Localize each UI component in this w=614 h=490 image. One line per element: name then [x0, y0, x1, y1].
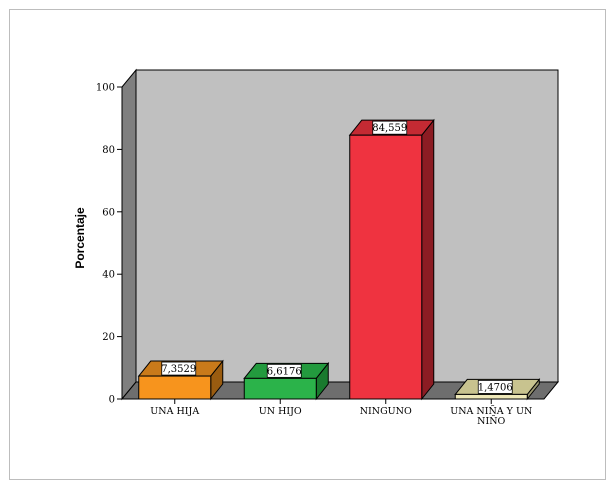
bar-group: 7,3529 — [137, 359, 224, 401]
x-tick-label-line: NINGUNO — [360, 406, 412, 417]
x-tick-label-line: UNA HIJA — [150, 406, 199, 417]
data-label: 84,559 — [372, 123, 407, 134]
bar — [138, 375, 212, 400]
x-axis: UNA HIJA UN HIJO NINGUNO UNA NIÑA Y UN NIÑO — [122, 398, 544, 427]
back-wall — [135, 69, 559, 383]
y-tick-label: 80 — [102, 145, 115, 156]
bar-group: 1,4706 — [454, 377, 541, 401]
x-tick-label: UN HIJO — [259, 406, 302, 417]
y-tick-label: 20 — [102, 332, 115, 343]
bar — [243, 377, 317, 400]
y-tick-label: 0 — [109, 395, 115, 406]
x-tick-label: UNA NIÑA Y UN NIÑO — [450, 405, 532, 427]
y-axis-label: Porcentaje — [73, 207, 87, 269]
chart-walls — [120, 68, 560, 401]
y-tick-label: 100 — [96, 83, 115, 94]
data-label: 6,6176 — [267, 366, 302, 377]
y-tick-label: 60 — [102, 207, 115, 218]
x-tick-label-line: UN HIJO — [259, 406, 302, 417]
data-label: 7,3529 — [161, 364, 196, 375]
x-tick-label-line: UNA NIÑA Y UN — [450, 405, 532, 417]
bar-group: 6,6176 — [243, 361, 330, 401]
bars: 7,3529 6,6176 84,559 1,4706 — [137, 118, 541, 401]
data-label-box — [372, 120, 408, 135]
left-wall — [121, 68, 137, 401]
x-tick-label-line: NIÑO — [477, 415, 505, 427]
bar-group: 84,559 — [348, 118, 435, 401]
bar — [349, 134, 423, 400]
y-axis: 0 20 40 60 80 100 — [96, 83, 123, 406]
x-tick-label: UNA HIJA — [150, 406, 199, 417]
data-label-box — [477, 380, 513, 394]
x-tick-label: NINGUNO — [360, 406, 412, 417]
bar-side — [421, 118, 435, 401]
data-label: 1,4706 — [478, 382, 513, 393]
data-label-box — [266, 363, 302, 378]
data-label-box — [161, 361, 197, 376]
bar — [454, 393, 528, 400]
y-tick-label: 40 — [102, 270, 115, 281]
